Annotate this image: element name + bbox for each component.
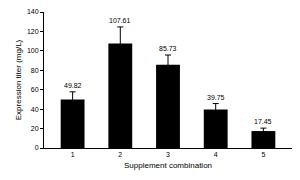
svg-text:80: 80 (31, 67, 39, 74)
svg-text:1: 1 (71, 151, 75, 158)
svg-text:0: 0 (35, 144, 39, 151)
svg-text:49.82: 49.82 (64, 82, 82, 89)
svg-text:2: 2 (118, 151, 122, 158)
svg-text:60: 60 (31, 86, 39, 93)
svg-text:4: 4 (214, 151, 218, 158)
svg-text:Expression titer (mg/L): Expression titer (mg/L) (14, 39, 23, 120)
svg-text:Supplement combination: Supplement combination (124, 161, 212, 170)
svg-text:100: 100 (27, 47, 39, 54)
svg-text:120: 120 (27, 28, 39, 35)
svg-text:20: 20 (31, 125, 39, 132)
svg-text:85.73: 85.73 (159, 45, 177, 52)
svg-text:17.45: 17.45 (254, 118, 272, 125)
svg-text:5: 5 (261, 151, 265, 158)
svg-text:3: 3 (166, 151, 170, 158)
svg-text:107.61: 107.61 (109, 17, 131, 24)
svg-text:39.75: 39.75 (207, 94, 225, 101)
svg-text:40: 40 (31, 106, 39, 113)
svg-text:140: 140 (27, 8, 39, 15)
